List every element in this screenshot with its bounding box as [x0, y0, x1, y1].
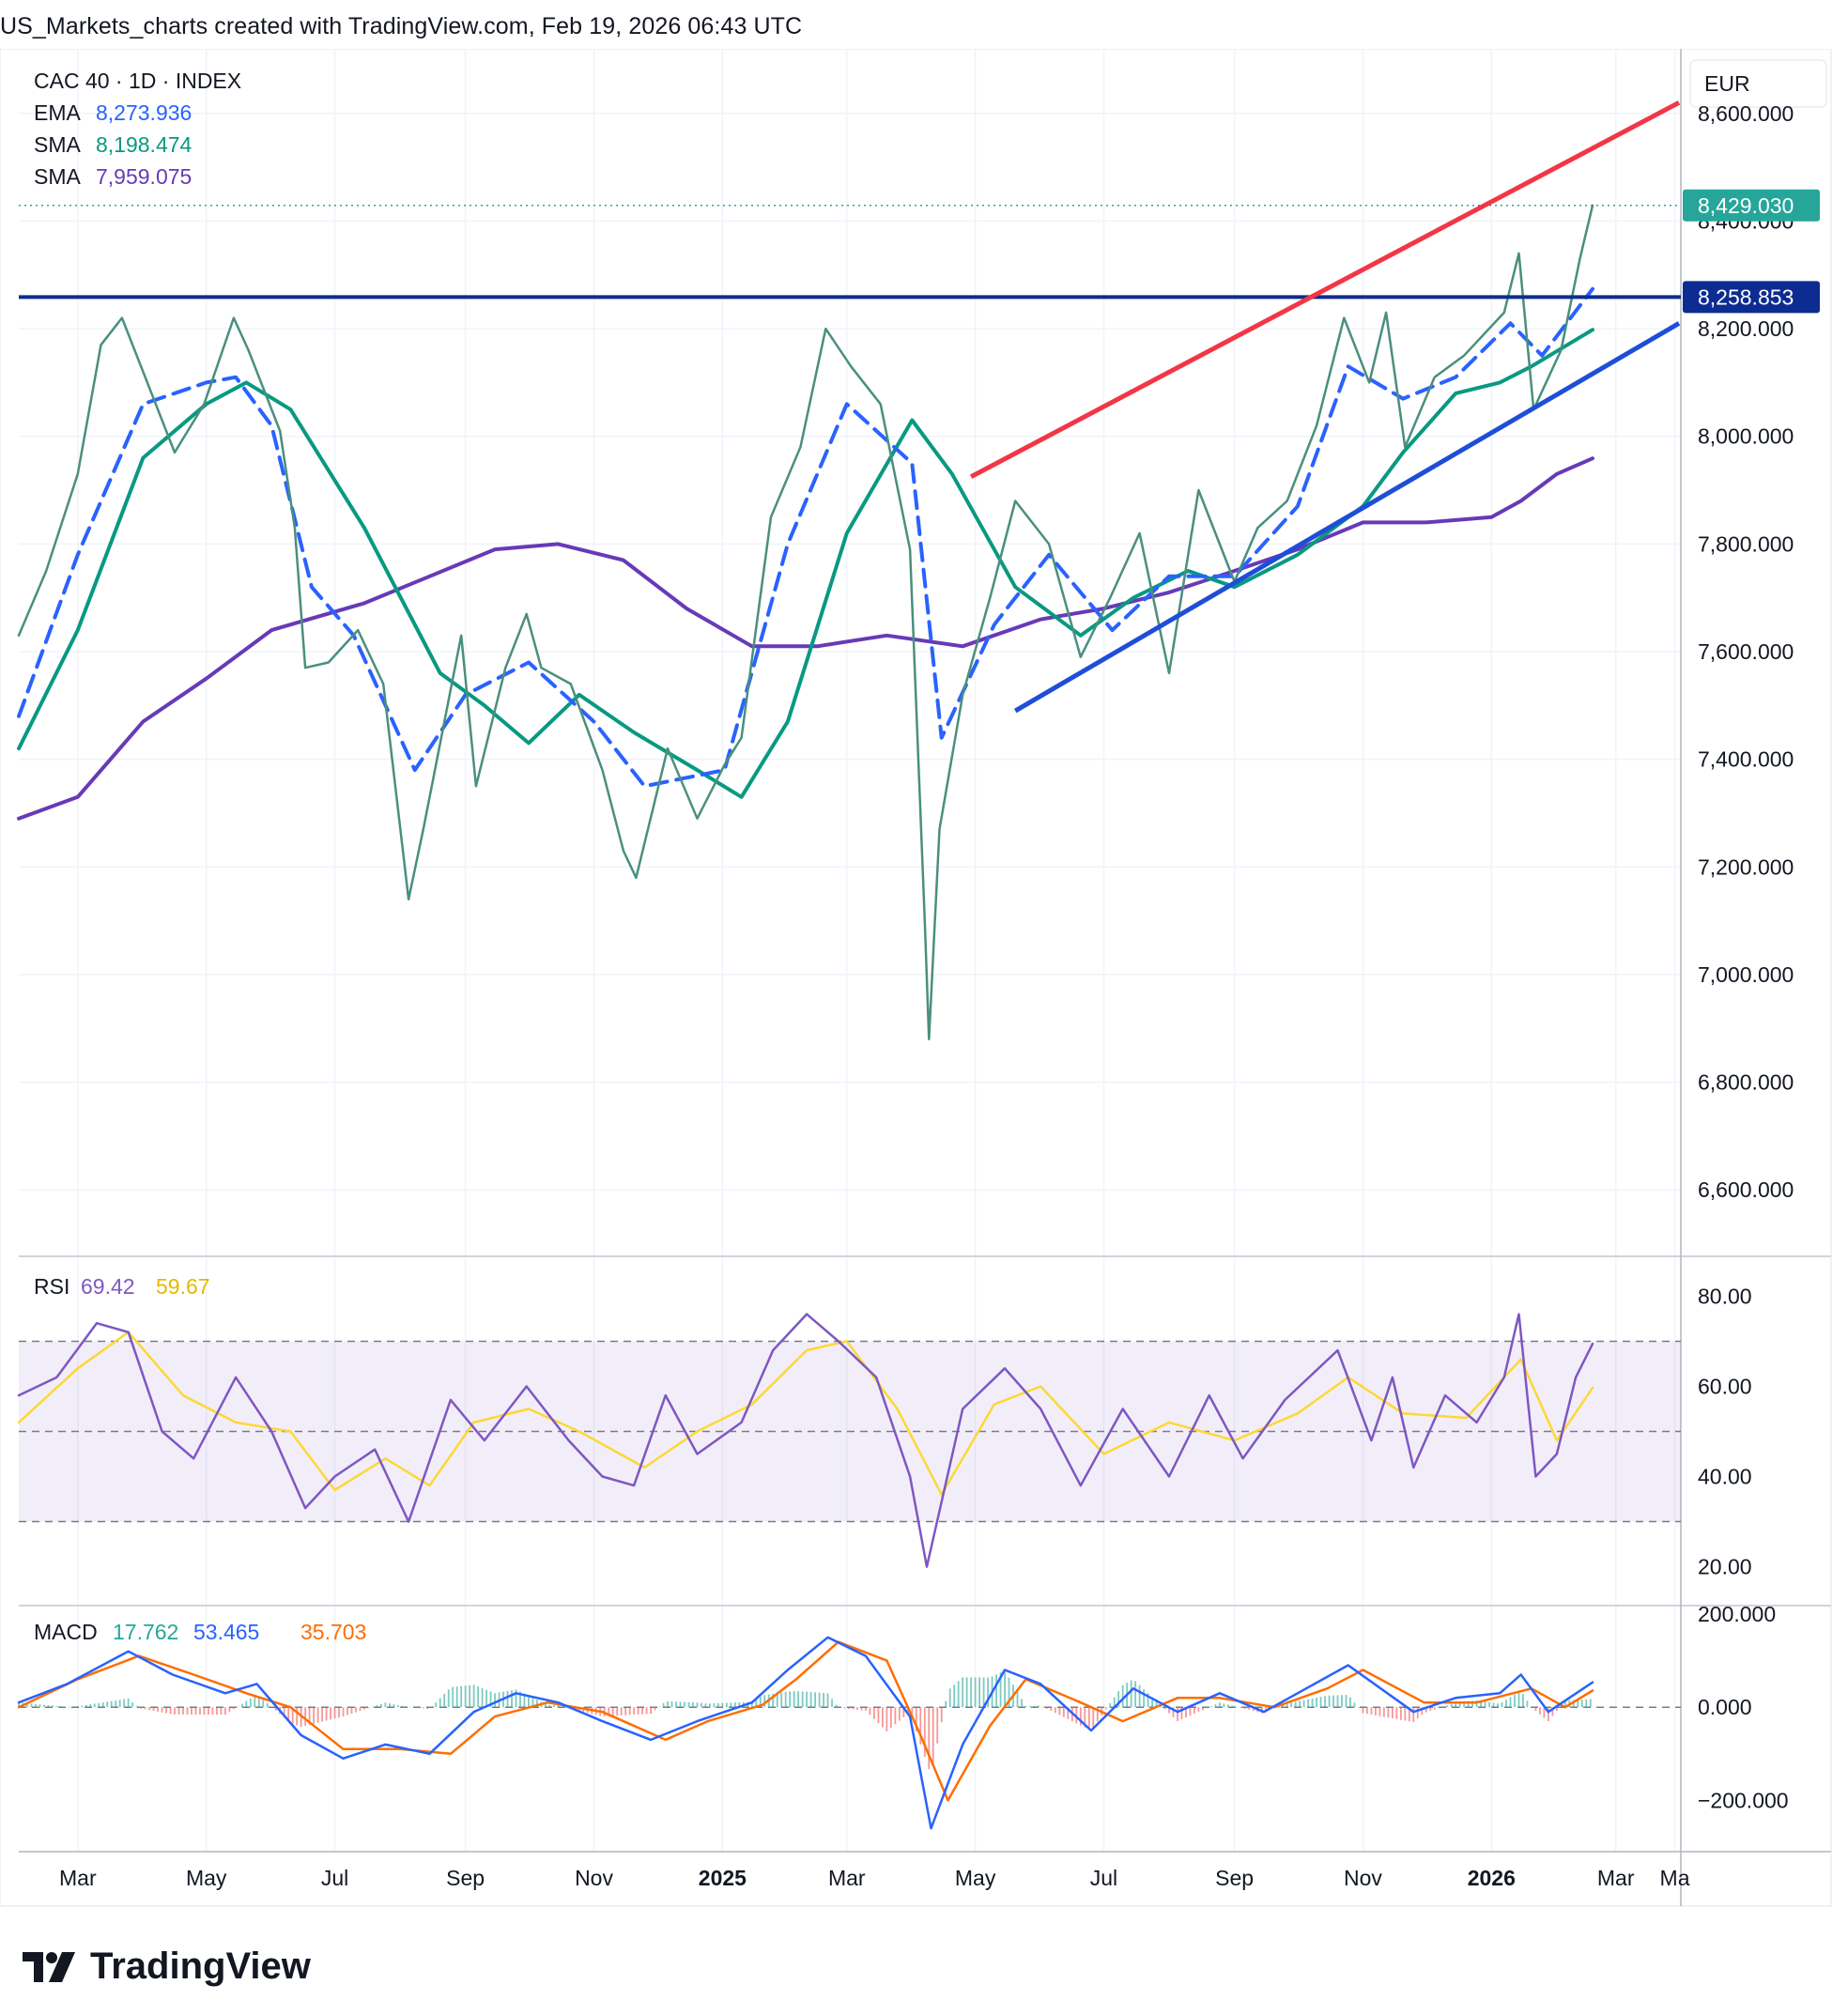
chart-area[interactable]: CAC 40 · 1D · INDEX EMA 8,273.936 SMA 8,198.… [0, 48, 1839, 1908]
legend-name: SMA [34, 132, 82, 157]
rsi-tick-label: 80.00 [1698, 1284, 1752, 1308]
time-tick-label: Sep [1215, 1866, 1254, 1890]
legend-value: 7,959.075 [96, 164, 192, 189]
last-price-badge [1683, 189, 1820, 222]
price-tick-label: 7,200.000 [1698, 854, 1794, 879]
macd-signal-value: 35.703 [300, 1620, 366, 1644]
rsi-tick-label: 40.00 [1698, 1465, 1752, 1489]
legend-value: 8,198.474 [96, 132, 192, 157]
time-tick-label: Sep [446, 1866, 485, 1890]
price-tick-label: 8,000.000 [1698, 424, 1794, 449]
macd-pane[interactable]: MACD 17.762 53.465 35.703 [17, 1620, 1681, 1830]
support-trendline [1013, 321, 1681, 714]
currency-box [1689, 59, 1827, 108]
macd-signal-line [17, 1640, 1594, 1802]
tradingview-logo-icon [23, 1951, 75, 1982]
macd-value: 53.465 [193, 1620, 259, 1644]
rsi-legend-name: RSI [34, 1274, 69, 1299]
price-tick-label: 7,800.000 [1698, 531, 1794, 556]
legend-name: EMA [34, 100, 82, 125]
tradingview-logo[interactable]: TradingView [23, 1946, 311, 1988]
resistance-trendline [969, 100, 1681, 479]
rsi-line [17, 1313, 1594, 1568]
time-tick-label: 2025 [699, 1866, 747, 1890]
price-tick-label: 7,600.000 [1698, 639, 1794, 664]
time-tick-label: Jul [321, 1866, 348, 1890]
price-tick-label: 6,800.000 [1698, 1070, 1794, 1095]
tradingview-wordmark: TradingView [90, 1946, 311, 1987]
time-tick-label: Nov [575, 1866, 613, 1890]
rsi-ma-legend-value: 59.67 [156, 1274, 210, 1299]
time-tick-label: Mar [59, 1866, 97, 1890]
time-tick-label: Jul [1090, 1866, 1117, 1890]
time-tick-label: Mar [828, 1866, 866, 1890]
macd-tick-label: 200.000 [1698, 1602, 1776, 1626]
macd-tick-label: −200.000 [1698, 1788, 1789, 1812]
price-tick-label: 7,000.000 [1698, 962, 1794, 987]
time-tick-label: Mar [1597, 1866, 1635, 1890]
price-tick-label: 8,600.000 [1698, 101, 1794, 126]
symbol-title: CAC 40 · 1D · INDEX [34, 69, 241, 93]
time-tick-label: May [955, 1866, 996, 1890]
level-badge [1683, 281, 1820, 314]
sma200-line [17, 456, 1594, 821]
ema-line [17, 286, 1594, 789]
price-line [17, 204, 1594, 1040]
rsi-legend-value: 69.42 [81, 1274, 135, 1299]
price-pane[interactable]: CAC 40 · 1D · INDEX EMA 8,273.936 SMA 8,198.… [17, 69, 1681, 1040]
price-tick-label: 8,200.000 [1698, 316, 1794, 341]
rsi-pane[interactable]: RSI 69.42 59.67 [17, 1274, 1681, 1568]
rsi-tick-label: 60.00 [1698, 1374, 1752, 1398]
chart-caption: US_Markets_charts created with TradingVi… [0, 13, 803, 39]
legend-value: 8,273.936 [96, 100, 192, 125]
price-tick-label: 6,600.000 [1698, 1177, 1794, 1202]
macd-tick-label: 0.000 [1698, 1695, 1752, 1719]
chart-border [0, 48, 1832, 1907]
macd-line [17, 1636, 1594, 1830]
level-label: 8,258.853 [1698, 285, 1794, 309]
legend-name: SMA [34, 164, 82, 189]
axes: EUR8,600.0008,400.0008,200.0008,000.0007… [59, 59, 1827, 1890]
sma50-line [17, 328, 1594, 799]
time-tick-label: May [186, 1866, 227, 1890]
macd-hist-value: 17.762 [113, 1620, 178, 1644]
price-tick-label: 7,400.000 [1698, 747, 1794, 772]
time-tick-label: Nov [1344, 1866, 1382, 1890]
last-price-label: 8,429.030 [1698, 193, 1794, 218]
rsi-tick-label: 20.00 [1698, 1555, 1752, 1579]
time-tick-label: Ma [1660, 1866, 1690, 1890]
currency-label: EUR [1704, 71, 1750, 96]
macd-legend-name: MACD [34, 1620, 98, 1644]
grid-lines [0, 48, 1832, 1907]
chart-svg[interactable]: CAC 40 · 1D · INDEX EMA 8,273.936 SMA 8,198.… [0, 48, 1839, 1908]
time-tick-label: 2026 [1468, 1866, 1516, 1890]
